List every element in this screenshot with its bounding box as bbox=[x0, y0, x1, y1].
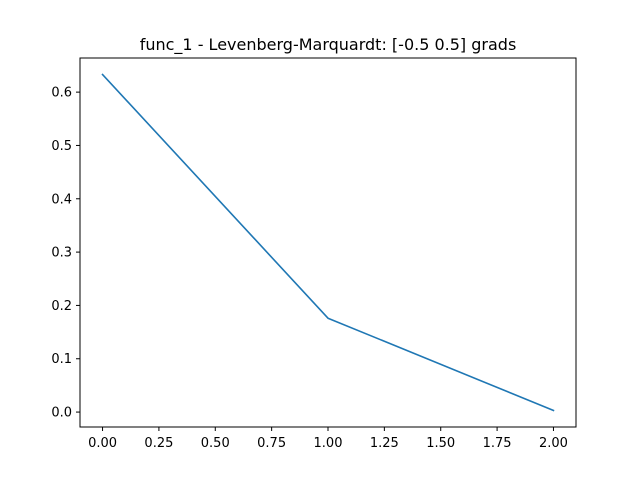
plot-lines bbox=[103, 75, 554, 411]
x-tick-label: 1.25 bbox=[370, 436, 399, 451]
x-tick-label: 2.00 bbox=[539, 436, 568, 451]
x-tick-label: 0.25 bbox=[144, 436, 173, 451]
x-tick-label: 0.50 bbox=[201, 436, 230, 451]
x-tick-label: 1.00 bbox=[314, 436, 343, 451]
y-tick-label: 0.5 bbox=[51, 139, 72, 154]
y-tick-label: 0.0 bbox=[51, 406, 72, 421]
y-tick-label: 0.3 bbox=[51, 246, 72, 261]
y-tick-label: 0.2 bbox=[51, 299, 72, 314]
y-axis: 0.0 0.1 0.2 0.3 0.4 0.5 0.6 bbox=[51, 86, 80, 421]
x-axis: 0.00 0.25 0.50 0.75 1.00 1.25 1.50 1.75 2.00 bbox=[88, 427, 568, 451]
x-tick-label: 1.50 bbox=[426, 436, 455, 451]
y-tick-label: 0.1 bbox=[51, 352, 72, 367]
x-tick-label: 0.75 bbox=[257, 436, 286, 451]
series-line-0 bbox=[103, 75, 554, 411]
x-tick-label: 0.00 bbox=[88, 436, 117, 451]
chart-title: func_1 - Levenberg-Marquardt: [-0.5 0.5]… bbox=[140, 35, 517, 55]
plot-frame bbox=[80, 58, 576, 427]
x-tick-label: 1.75 bbox=[483, 436, 512, 451]
y-tick-label: 0.6 bbox=[51, 86, 72, 101]
y-tick-label: 0.4 bbox=[51, 192, 72, 207]
